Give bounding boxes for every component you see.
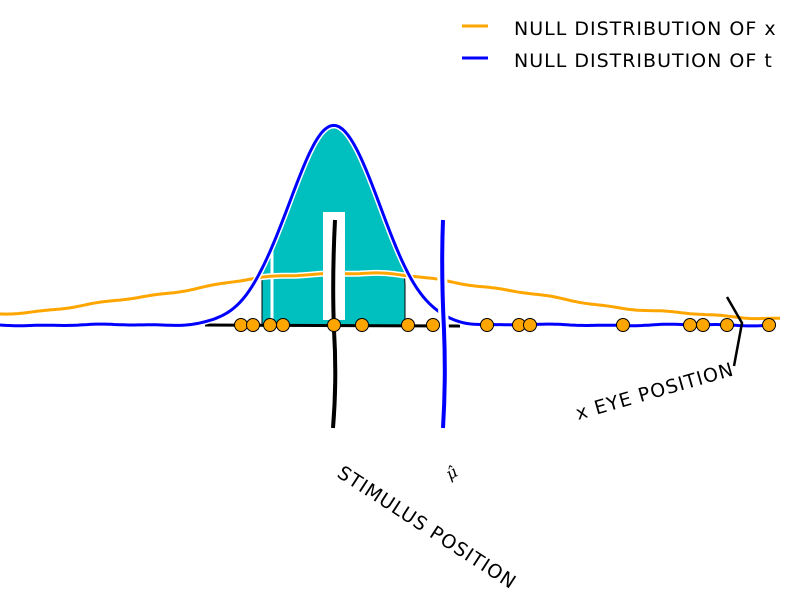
eye-position-marker	[725, 296, 744, 367]
sample-point	[683, 318, 697, 332]
sample-point	[480, 318, 494, 332]
null-x-curve	[0, 271, 780, 321]
sample-point	[426, 318, 440, 332]
sample-point	[276, 318, 290, 332]
sample-point	[327, 318, 341, 332]
sample-point	[234, 318, 248, 332]
sample-point	[762, 318, 776, 332]
legend: NULL DISTRIBUTION OF x NULL DISTRIBUTION…	[462, 18, 777, 72]
sample-point	[263, 318, 277, 332]
sample-point	[355, 318, 369, 332]
legend-label-null-x: NULL DISTRIBUTION OF x	[514, 18, 777, 40]
sample-point	[720, 318, 734, 332]
mu-hat-label: μ̂	[442, 462, 461, 484]
sample-point	[523, 318, 537, 332]
sample-point	[401, 318, 415, 332]
legend-label-null-t: NULL DISTRIBUTION OF t	[514, 50, 773, 72]
eye-position-label: x EYE POSITION	[573, 359, 736, 425]
sample-point	[616, 318, 630, 332]
sample-point	[246, 318, 260, 332]
mu-hat-line	[440, 219, 447, 429]
stimulus-position-label: STIMULUS POSITION	[333, 462, 520, 594]
null-t-curve	[0, 123, 775, 328]
sample-point	[696, 318, 710, 332]
